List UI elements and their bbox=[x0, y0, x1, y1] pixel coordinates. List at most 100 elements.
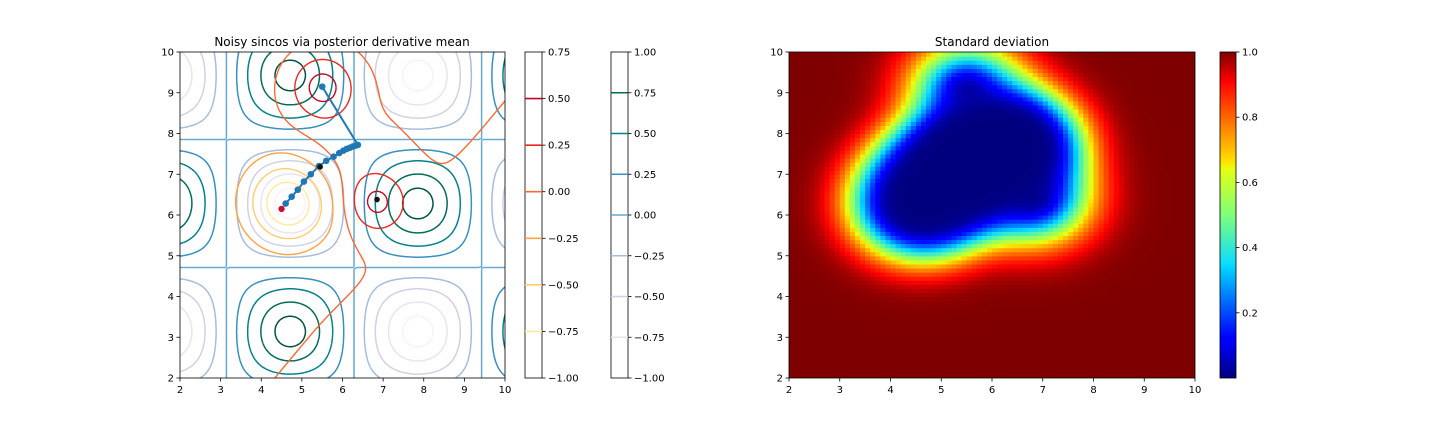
heatmap-cell bbox=[1027, 373, 1034, 378]
heatmap-cell bbox=[981, 239, 988, 245]
heatmap-cell bbox=[905, 149, 912, 155]
heatmap-cell bbox=[860, 198, 866, 204]
heatmap-cell bbox=[1078, 333, 1084, 338]
heatmap-cell bbox=[1113, 284, 1120, 289]
heatmap-cell bbox=[986, 325, 993, 330]
heatmap-cell bbox=[875, 186, 881, 192]
heatmap-cell bbox=[1052, 202, 1059, 208]
heatmap-cell bbox=[794, 345, 800, 351]
heatmap-cell bbox=[875, 227, 881, 232]
heatmap-cell bbox=[1189, 210, 1195, 216]
heatmap-cell bbox=[920, 316, 927, 322]
heatmap-cell bbox=[936, 341, 942, 346]
heatmap-cell bbox=[1047, 300, 1054, 306]
heatmap-cell bbox=[941, 231, 947, 236]
heatmap-cell bbox=[1012, 194, 1018, 200]
heatmap-cell bbox=[1002, 325, 1008, 330]
heatmap-cell bbox=[900, 178, 907, 183]
heatmap-cell bbox=[875, 292, 881, 298]
heatmap-cell bbox=[1154, 280, 1161, 285]
heatmap-cell bbox=[1169, 316, 1176, 322]
heatmap-cell bbox=[951, 259, 958, 265]
heatmap-cell bbox=[854, 280, 861, 285]
heatmap-cell bbox=[1002, 292, 1008, 298]
heatmap-cell bbox=[799, 231, 805, 236]
heatmap-cell bbox=[997, 316, 1003, 322]
heatmap-cell bbox=[1032, 190, 1039, 196]
heatmap-cell bbox=[900, 206, 907, 212]
heatmap-cell bbox=[814, 365, 821, 371]
heatmap-cell bbox=[1022, 272, 1029, 277]
heatmap-cell bbox=[956, 170, 963, 175]
heatmap-cell bbox=[1179, 174, 1186, 179]
heatmap-cell bbox=[849, 325, 856, 330]
heatmap-cell bbox=[1047, 357, 1054, 363]
heatmap-cell bbox=[1159, 288, 1166, 294]
heatmap-cell bbox=[1047, 145, 1054, 151]
heatmap-cell bbox=[804, 288, 810, 294]
heatmap-cell bbox=[1159, 259, 1166, 265]
heatmap-cell bbox=[1022, 329, 1029, 334]
heatmap-cell bbox=[1098, 145, 1105, 151]
heatmap-cell bbox=[915, 280, 922, 285]
heatmap-cell bbox=[941, 133, 947, 139]
heatmap-cell bbox=[966, 325, 973, 330]
heatmap-cell bbox=[849, 137, 856, 143]
heatmap-cell bbox=[809, 170, 815, 175]
heatmap-cell bbox=[1164, 329, 1171, 334]
heatmap-cell bbox=[910, 145, 917, 151]
heatmap-cell bbox=[905, 194, 912, 200]
heatmap-cell bbox=[1093, 280, 1100, 285]
heatmap-cell bbox=[1129, 345, 1135, 351]
heatmap-cell bbox=[849, 312, 856, 318]
heatmap-cell bbox=[1118, 141, 1125, 147]
heatmap-cell bbox=[895, 300, 902, 306]
heatmap-cell bbox=[819, 349, 826, 355]
heatmap-cell bbox=[799, 178, 805, 183]
heatmap-cell bbox=[1088, 210, 1095, 216]
heatmap-cell bbox=[880, 361, 887, 367]
heatmap-cell bbox=[1057, 349, 1064, 355]
heatmap-cell bbox=[1042, 288, 1049, 294]
heatmap-cell bbox=[809, 247, 815, 253]
heatmap-cell bbox=[1012, 170, 1018, 175]
heatmap-cell bbox=[890, 149, 897, 155]
heatmap-cell bbox=[1073, 174, 1079, 179]
heatmap-cell bbox=[880, 162, 887, 167]
heatmap-cell bbox=[789, 153, 795, 159]
heatmap-cell bbox=[1118, 206, 1125, 212]
heatmap-cell bbox=[986, 333, 993, 338]
heatmap-cell bbox=[915, 333, 922, 338]
heatmap-cell bbox=[849, 231, 856, 236]
heatmap-cell bbox=[854, 272, 861, 277]
heatmap-cell bbox=[854, 345, 861, 351]
heatmap-cell bbox=[966, 288, 973, 294]
heatmap-cell bbox=[992, 296, 998, 302]
heatmap-cell bbox=[1007, 157, 1013, 163]
heatmap-cell bbox=[819, 210, 826, 216]
heatmap-cell bbox=[1032, 243, 1039, 249]
heatmap-cell bbox=[1129, 255, 1135, 261]
heatmap-cell bbox=[1098, 137, 1105, 143]
heatmap-cell bbox=[1103, 210, 1110, 216]
heatmap-cell bbox=[936, 276, 942, 281]
heatmap-cell bbox=[1068, 223, 1074, 228]
heatmap-cell bbox=[1154, 263, 1161, 269]
heatmap-cell bbox=[976, 357, 983, 363]
heatmap-cell bbox=[946, 345, 952, 351]
heatmap-cell bbox=[1149, 361, 1155, 367]
heatmap-cell bbox=[1007, 251, 1013, 257]
heatmap-cell bbox=[1002, 178, 1008, 183]
heatmap-cell bbox=[824, 198, 831, 204]
heatmap-cell bbox=[1047, 280, 1054, 285]
heatmap-cell bbox=[1103, 267, 1110, 273]
heatmap-cell bbox=[1189, 373, 1195, 378]
heatmap-cell bbox=[915, 357, 922, 363]
heatmap-cell bbox=[1098, 320, 1105, 326]
heatmap-cell bbox=[1027, 365, 1034, 371]
heatmap-cell bbox=[865, 296, 871, 302]
heatmap-cell bbox=[895, 292, 902, 298]
heatmap-cell bbox=[794, 361, 800, 367]
heatmap-cell bbox=[986, 174, 993, 179]
heatmap-cell bbox=[865, 288, 871, 294]
